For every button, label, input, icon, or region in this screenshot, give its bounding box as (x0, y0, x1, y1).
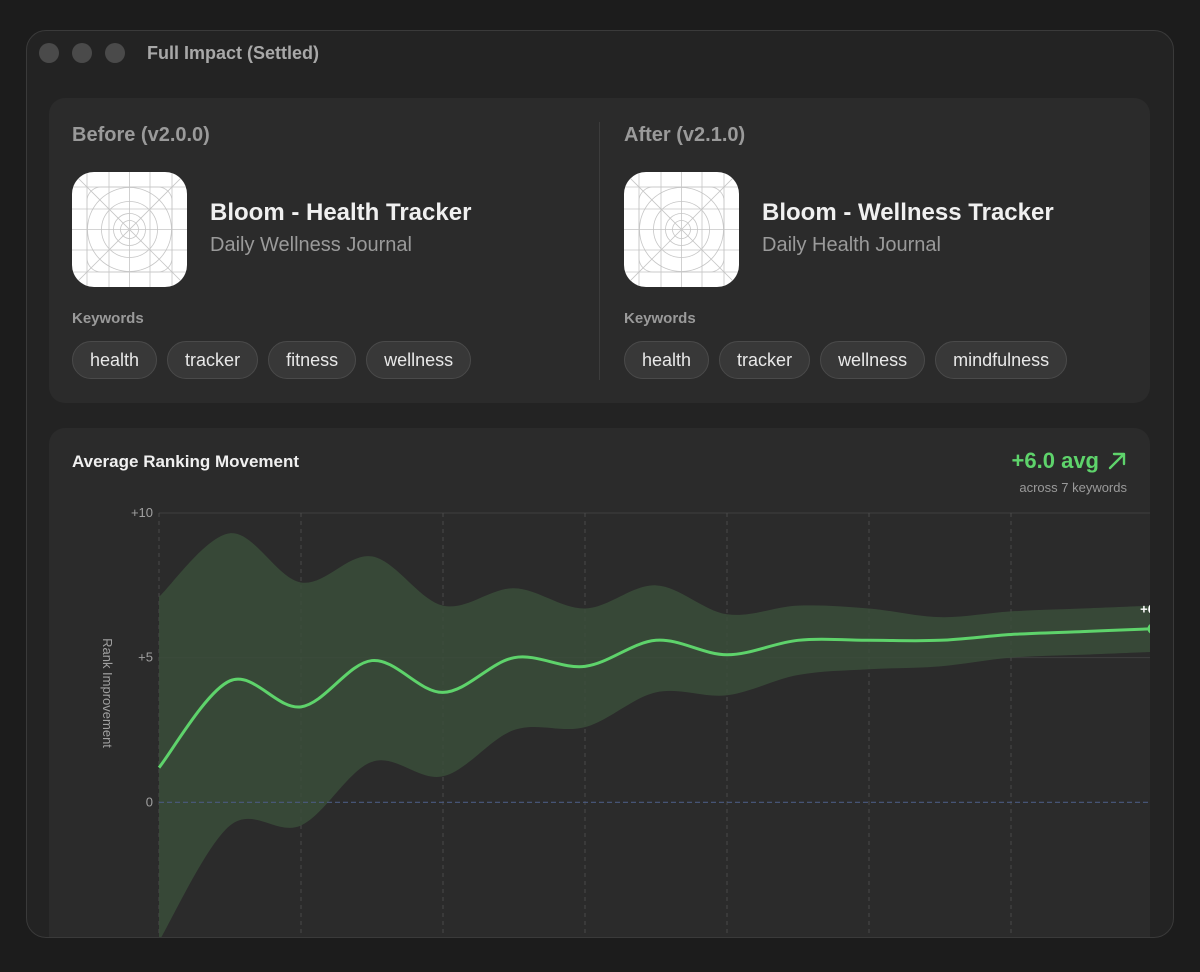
version-comparison-card: Before (v2.0.0) Bloom - (49, 98, 1150, 403)
average-value-text: +6.0 avg (1011, 448, 1099, 473)
minimize-window-button[interactable] (72, 43, 92, 63)
after-keyword-chips: health tracker wellness mindfulness (624, 341, 1068, 379)
window-title: Full Impact (Settled) (147, 43, 320, 63)
after-heading: After (v2.1.0) (624, 124, 746, 146)
before-app-name: Bloom - Health Tracker (210, 199, 472, 226)
ranking-chart: +10+50-5D0D2D4D6D8D10D12 +6.0 Rank Impro… (100, 505, 1150, 937)
keyword-chip[interactable]: health (72, 341, 158, 379)
after-column: After (v2.1.0) Bloom - (624, 98, 1144, 403)
y-tick-label: 0 (146, 794, 153, 809)
before-app-subtitle: Daily Wellness Journal (210, 234, 412, 256)
app-window: Full Impact (Settled) Before (v2.0.0) (26, 30, 1174, 938)
y-tick-label: +10 (131, 505, 153, 520)
keyword-chip[interactable]: health (624, 341, 710, 379)
app-icon-grid-icon (624, 172, 739, 287)
app-icon-placeholder (72, 172, 187, 287)
app-icon-grid-icon (72, 172, 187, 287)
before-column: Before (v2.0.0) Bloom - (72, 98, 592, 403)
keyword-chip[interactable]: mindfulness (935, 341, 1068, 379)
confidence-band (159, 533, 1150, 937)
y-tick-label: +5 (138, 650, 153, 665)
after-app-subtitle: Daily Health Journal (762, 234, 941, 256)
keyword-chip[interactable]: wellness (820, 341, 926, 379)
close-window-button[interactable] (39, 43, 59, 63)
before-heading: Before (v2.0.0) (72, 124, 210, 146)
average-subtitle: across 7 keywords (1019, 480, 1127, 495)
after-app-name: Bloom - Wellness Tracker (762, 199, 1054, 226)
latest-point-label: +6.0 (1140, 602, 1150, 617)
average-summary: +6.0 avg across 7 keywords (1012, 448, 1127, 495)
keyword-chip[interactable]: wellness (366, 341, 472, 379)
keyword-chip[interactable]: tracker (167, 341, 259, 379)
y-axis-title: Rank Improvement (100, 638, 115, 748)
before-keyword-chips: health tracker fitness wellness (72, 341, 472, 379)
chart-title: Average Ranking Movement (72, 452, 300, 471)
title-bar: Full Impact (Settled) (27, 31, 1173, 75)
latest-point-marker (1147, 624, 1150, 634)
keyword-chip[interactable]: tracker (719, 341, 811, 379)
ranking-movement-card: Average Ranking Movement +6.0 avg across… (49, 428, 1150, 937)
zoom-window-button[interactable] (105, 43, 125, 63)
column-divider (599, 122, 600, 380)
keyword-chip[interactable]: fitness (268, 341, 357, 379)
ranking-line (157, 627, 1150, 769)
axis-ticks: +10+50-5D0D2D4D6D8D10D12 (131, 505, 153, 809)
arrow-up-right-icon (1108, 452, 1126, 470)
average-value: +6.0 avg (1012, 448, 1127, 474)
after-keywords-label: Keywords (624, 310, 696, 327)
app-icon-placeholder (624, 172, 739, 287)
before-keywords-label: Keywords (72, 310, 144, 327)
